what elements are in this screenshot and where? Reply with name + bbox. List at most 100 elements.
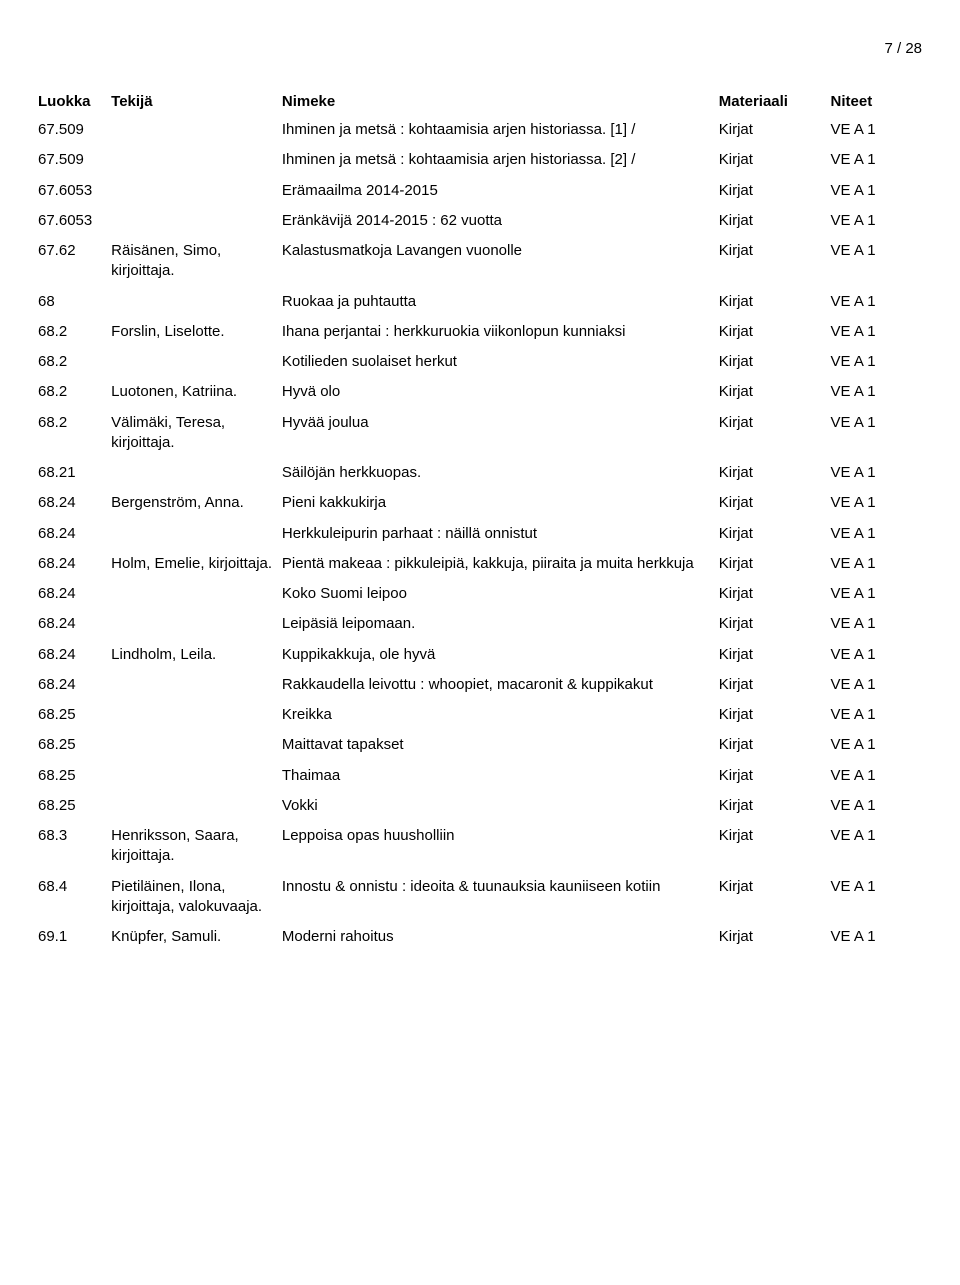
cell-tekija (111, 792, 282, 822)
cell-niteet: VE A 1 (831, 792, 922, 822)
cell-tekija (111, 580, 282, 610)
table-row: 68.21Säilöjän herkkuopas.KirjatVE A 1 (38, 459, 922, 489)
cell-niteet: VE A 1 (831, 116, 922, 146)
cell-nimeke: Thaimaa (282, 762, 719, 792)
cell-nimeke: Innostu & onnistu : ideoita & tuunauksia… (282, 873, 719, 924)
cell-tekija: Räisänen, Simo, kirjoittaja. (111, 237, 282, 288)
cell-niteet: VE A 1 (831, 237, 922, 288)
cell-luokka: 68.25 (38, 762, 111, 792)
cell-tekija: Henriksson, Saara, kirjoittaja. (111, 822, 282, 873)
cell-materiaali: Kirjat (719, 146, 831, 176)
table-row: 68.2Luotonen, Katriina.Hyvä oloKirjatVE … (38, 378, 922, 408)
cell-materiaali: Kirjat (719, 792, 831, 822)
cell-niteet: VE A 1 (831, 348, 922, 378)
cell-nimeke: Vokki (282, 792, 719, 822)
page-number: 7 / 28 (38, 40, 922, 57)
catalog-table: Luokka Tekijä Nimeke Materiaali Niteet 6… (38, 89, 922, 953)
cell-materiaali: Kirjat (719, 671, 831, 701)
cell-nimeke: Kuppikakkuja, ole hyvä (282, 641, 719, 671)
cell-materiaali: Kirjat (719, 378, 831, 408)
table-header-row: Luokka Tekijä Nimeke Materiaali Niteet (38, 89, 922, 116)
cell-nimeke: Hyvää joulua (282, 409, 719, 460)
cell-niteet: VE A 1 (831, 580, 922, 610)
cell-niteet: VE A 1 (831, 318, 922, 348)
table-row: 68.24Lindholm, Leila.Kuppikakkuja, ole h… (38, 641, 922, 671)
cell-tekija (111, 671, 282, 701)
cell-luokka: 68.24 (38, 489, 111, 519)
cell-luokka: 68.2 (38, 378, 111, 408)
cell-materiaali: Kirjat (719, 318, 831, 348)
cell-tekija: Luotonen, Katriina. (111, 378, 282, 408)
cell-luokka: 67.509 (38, 116, 111, 146)
cell-niteet: VE A 1 (831, 873, 922, 924)
cell-niteet: VE A 1 (831, 731, 922, 761)
cell-niteet: VE A 1 (831, 177, 922, 207)
cell-luokka: 68.25 (38, 792, 111, 822)
cell-nimeke: Moderni rahoitus (282, 923, 719, 953)
cell-materiaali: Kirjat (719, 288, 831, 318)
cell-luokka: 67.509 (38, 146, 111, 176)
cell-luokka: 68.24 (38, 671, 111, 701)
cell-luokka: 67.6053 (38, 177, 111, 207)
table-row: 69.1Knüpfer, Samuli.Moderni rahoitusKirj… (38, 923, 922, 953)
col-tekija: Tekijä (111, 89, 282, 116)
cell-materiaali: Kirjat (719, 177, 831, 207)
cell-luokka: 68.2 (38, 409, 111, 460)
table-row: 68.2Kotilieden suolaiset herkutKirjatVE … (38, 348, 922, 378)
table-row: 67.6053Eränkävijä 2014-2015 : 62 vuottaK… (38, 207, 922, 237)
cell-luokka: 68.2 (38, 318, 111, 348)
cell-tekija (111, 207, 282, 237)
cell-niteet: VE A 1 (831, 378, 922, 408)
cell-materiaali: Kirjat (719, 459, 831, 489)
cell-tekija: Bergenström, Anna. (111, 489, 282, 519)
cell-luokka: 68.25 (38, 701, 111, 731)
cell-nimeke: Leipäsiä leipomaan. (282, 610, 719, 640)
cell-luokka: 67.62 (38, 237, 111, 288)
cell-tekija: Forslin, Liselotte. (111, 318, 282, 348)
cell-materiaali: Kirjat (719, 873, 831, 924)
cell-tekija: Välimäki, Teresa, kirjoittaja. (111, 409, 282, 460)
table-row: 68.25Maittavat tapaksetKirjatVE A 1 (38, 731, 922, 761)
cell-materiaali: Kirjat (719, 116, 831, 146)
cell-tekija: Lindholm, Leila. (111, 641, 282, 671)
cell-tekija (111, 762, 282, 792)
cell-nimeke: Rakkaudella leivottu : whoopiet, macaron… (282, 671, 719, 701)
cell-luokka: 68.24 (38, 610, 111, 640)
cell-luokka: 68 (38, 288, 111, 318)
cell-niteet: VE A 1 (831, 409, 922, 460)
cell-luokka: 68.24 (38, 550, 111, 580)
col-materiaali: Materiaali (719, 89, 831, 116)
cell-tekija (111, 146, 282, 176)
cell-nimeke: Ihana perjantai : herkkuruokia viikonlop… (282, 318, 719, 348)
cell-tekija (111, 116, 282, 146)
cell-materiaali: Kirjat (719, 520, 831, 550)
table-row: 67.509 Ihminen ja metsä : kohtaamisia arj… (38, 116, 922, 146)
cell-nimeke: Koko Suomi leipoo (282, 580, 719, 610)
cell-nimeke: Ihminen ja metsä : kohtaamisia arjen his… (282, 116, 719, 146)
cell-materiaali: Kirjat (719, 580, 831, 610)
cell-niteet: VE A 1 (831, 701, 922, 731)
cell-tekija (111, 177, 282, 207)
cell-luokka: 68.4 (38, 873, 111, 924)
cell-nimeke: Kalastusmatkoja Lavangen vuonolle (282, 237, 719, 288)
cell-materiaali: Kirjat (719, 822, 831, 873)
col-niteet: Niteet (831, 89, 922, 116)
table-row: 68.25ThaimaaKirjatVE A 1 (38, 762, 922, 792)
cell-tekija (111, 288, 282, 318)
cell-niteet: VE A 1 (831, 822, 922, 873)
col-nimeke: Nimeke (282, 89, 719, 116)
cell-tekija (111, 348, 282, 378)
cell-niteet: VE A 1 (831, 762, 922, 792)
cell-tekija (111, 459, 282, 489)
cell-luokka: 68.3 (38, 822, 111, 873)
table-row: 68.2Forslin, Liselotte.Ihana perjantai :… (38, 318, 922, 348)
cell-niteet: VE A 1 (831, 207, 922, 237)
cell-tekija: Knüpfer, Samuli. (111, 923, 282, 953)
cell-nimeke: Kreikka (282, 701, 719, 731)
cell-materiaali: Kirjat (719, 610, 831, 640)
cell-nimeke: Säilöjän herkkuopas. (282, 459, 719, 489)
cell-tekija: Pietiläinen, Ilona, kirjoittaja, valokuv… (111, 873, 282, 924)
cell-niteet: VE A 1 (831, 520, 922, 550)
table-row: 68.24Herkkuleipurin parhaat : näillä onn… (38, 520, 922, 550)
cell-tekija (111, 731, 282, 761)
